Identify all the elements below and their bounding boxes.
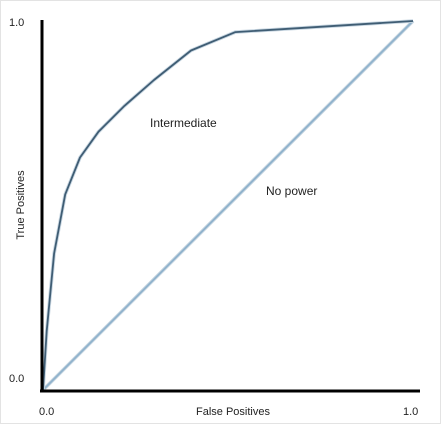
x-axis-title: False Positives — [196, 406, 270, 418]
y-tick-label-max: 1.0 — [9, 17, 24, 29]
series-label-no-power: No power — [266, 184, 317, 198]
y-tick-label-min: 0.0 — [9, 373, 24, 385]
y-axis-title: True Positives — [15, 170, 27, 240]
x-tick-label-min: 0.0 — [39, 406, 54, 418]
series-layer — [41, 19, 415, 392]
series-line-no-power — [42, 20, 414, 391]
series-label-intermediate: Intermediate — [150, 116, 217, 130]
series-line-intermediate — [42, 20, 414, 391]
x-tick-label-max: 1.0 — [403, 406, 418, 418]
